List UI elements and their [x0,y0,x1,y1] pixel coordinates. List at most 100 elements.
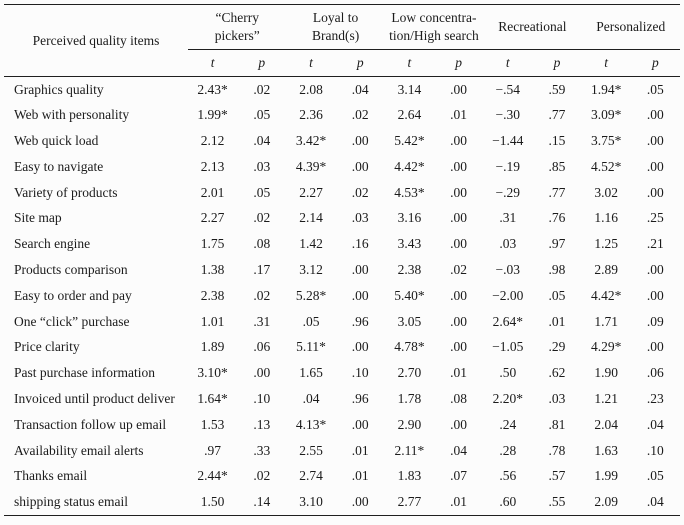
t-value: .56 [499,468,517,484]
p-value: .14 [253,493,271,509]
quality-item-label: Search engine [14,236,91,252]
t-value: 2.89 [594,261,618,277]
t-value: 1.83 [397,468,422,484]
group-header-recreational: Recreational [483,4,582,50]
quality-item-label: Thanks email [14,468,88,484]
group-header-loyal-to-brands: Loyal to Brand(s) [286,4,385,50]
p-value: .00 [450,184,467,200]
t-value: 3.09* [590,107,622,123]
t-value: .04 [302,390,320,406]
p-value: .00 [351,416,369,432]
quality-item-label: Invoiced until product deliver [14,390,175,406]
p-value: .33 [253,442,271,458]
t-value: −1.44 [492,132,524,148]
p-value: .00 [450,81,467,97]
table-row: Graphics quality 2.43* .02 2.08 .04 3.14 .00 −.… [4,77,680,103]
p-value: .04 [646,493,664,509]
t-value: 3.43 [397,236,422,252]
quality-item-label: Past purchase information [14,365,155,381]
p-column-header: p [532,49,582,77]
p-value: .03 [351,210,369,226]
p-value: .06 [646,365,664,381]
p-value: .02 [351,184,369,200]
t-value: 1.42 [299,236,323,252]
p-value: .77 [548,107,566,123]
quality-item-label: Products comparison [14,261,128,277]
t-value: 4.78* [394,339,425,355]
p-value: .06 [253,339,271,355]
t-value: .97 [204,442,222,458]
p-value: .00 [450,287,467,303]
p-value: .03 [253,158,271,174]
quality-item-label: Price clarity [14,339,80,355]
t-value: 4.42* [590,287,622,303]
p-value: .29 [548,339,566,355]
table-row: Easy to order and pay 2.38 .02 5.28* .00 5.40… [4,283,680,309]
p-column-header: p [630,49,680,77]
p-value: .02 [253,287,271,303]
p-value: .08 [450,390,467,406]
t-value: −.54 [495,81,521,97]
p-value: .00 [450,339,467,355]
t-value: 2.01 [200,184,225,200]
t-value: 1.64* [197,390,228,406]
p-value: .00 [450,210,467,226]
table-row: Search engine 1.75 .08 1.42 .16 3.43 .00 .03 .97… [4,231,680,257]
t-value: 5.40* [394,287,425,303]
t-value: 1.50 [200,493,225,509]
t-value: 4.13* [295,416,327,432]
table-row: Availability email alerts .97 .33 2.55 .01 2.… [4,438,680,464]
t-column-header: t [286,49,336,77]
t-value: 2.43* [197,81,228,97]
p-value: .97 [548,236,566,252]
t-value: 4.29* [590,339,622,355]
group-header-personalized: Personalized [581,4,680,50]
quality-item-label: Web with personality [14,107,130,123]
p-value: .00 [646,107,664,123]
t-value: 3.16 [397,210,422,226]
t-value: 3.42* [295,132,327,148]
t-value: 2.90 [397,416,422,432]
p-value: .00 [646,261,664,277]
table-row: One “click” purchase 1.01 .31 .05 .96 3.05 .00… [4,309,680,335]
t-value: 1.01 [200,313,225,329]
t-column-header: t [384,49,434,77]
t-value: 2.36 [299,107,323,123]
p-value: .02 [253,81,271,97]
quality-item-label: Easy to navigate [14,158,104,174]
t-value: 2.13 [200,158,225,174]
t-value: −.30 [495,107,521,123]
t-value: 1.38 [200,261,225,277]
t-value: −2.00 [492,287,524,303]
t-value: 2.27 [200,210,225,226]
t-value: .05 [302,313,320,329]
t-value: −1.05 [492,339,524,355]
p-value: .62 [548,365,566,381]
p-value: .02 [351,107,369,123]
p-value: .00 [450,236,467,252]
p-value: .05 [253,184,271,200]
t-value: 2.09 [594,493,618,509]
p-value: .00 [646,287,664,303]
group-header-row: Perceived quality items “Cherry pickers”… [4,4,680,77]
p-value: .05 [646,81,664,97]
quality-item-label: Variety of products [14,184,118,200]
t-value: 2.38 [200,287,225,303]
t-value: 3.10* [197,365,228,381]
p-value: .04 [351,81,369,97]
p-value: .01 [450,493,467,509]
t-value: 5.11* [296,339,326,355]
table-row: Variety of products 2.01 .05 2.27 .02 4.53* .0… [4,180,680,206]
p-value: .01 [351,468,369,484]
t-value: 4.52* [590,158,622,174]
t-value: 2.14 [299,210,323,226]
p-value: .00 [450,416,467,432]
p-value: .10 [351,365,369,381]
results-table: Perceived quality items “Cherry pickers”… [4,4,680,516]
p-value: .25 [646,210,664,226]
t-value: 2.27 [299,184,323,200]
t-value: 1.90 [594,365,618,381]
p-value: .10 [646,442,664,458]
p-value: .04 [253,132,271,148]
t-value: 5.28* [295,287,327,303]
